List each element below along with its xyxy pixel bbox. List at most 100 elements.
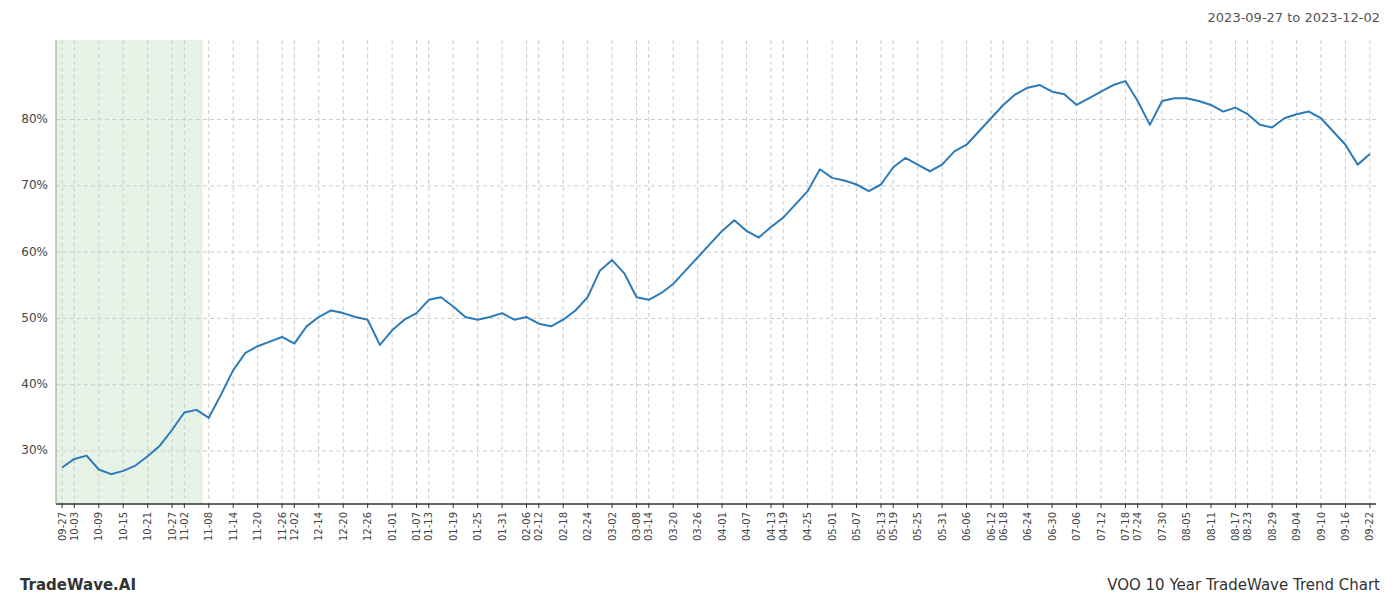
- x-grid-line: [74, 40, 75, 504]
- x-grid-line: [1272, 40, 1273, 504]
- x-tick-label: 06-30: [1047, 512, 1058, 541]
- x-tick-label: 05-13: [876, 512, 887, 541]
- x-tick-label: 03-02: [607, 512, 618, 541]
- x-grid-line: [966, 40, 967, 504]
- x-tick-label: 02-06: [521, 512, 532, 541]
- y-tick-label: 40%: [21, 377, 48, 391]
- x-tick-label: 07-18: [1120, 512, 1131, 541]
- y-tick-label: 60%: [21, 245, 48, 259]
- x-tick-label: 06-12: [986, 512, 997, 541]
- x-grid-line: [636, 40, 637, 504]
- x-grid-line: [257, 40, 258, 504]
- x-tick-label: 06-06: [961, 512, 972, 541]
- subtitle: 2023-09-27 to 2023-12-02: [1208, 10, 1380, 25]
- x-grid-line: [282, 40, 283, 504]
- x-tick-label: 07-24: [1132, 512, 1143, 541]
- x-tick-label: 11-02: [179, 512, 190, 541]
- x-tick-label: 05-31: [937, 512, 948, 541]
- x-grid-line: [1003, 40, 1004, 504]
- x-grid-line: [1125, 40, 1126, 504]
- x-grid-line: [123, 40, 124, 504]
- x-tick-label: 02-18: [558, 512, 569, 541]
- x-tick-label: 01-13: [423, 512, 434, 541]
- y-grid-line: [56, 384, 1376, 385]
- x-tick-label: 08-29: [1267, 512, 1278, 541]
- x-tick-label: 12-26: [362, 512, 373, 541]
- x-tick-label: 10-09: [93, 512, 104, 541]
- x-grid-line: [746, 40, 747, 504]
- x-tick-label: 12-14: [313, 512, 324, 541]
- y-grid-line: [56, 185, 1376, 186]
- x-grid-line: [856, 40, 857, 504]
- plot-area: [56, 40, 203, 504]
- x-grid-line: [881, 40, 882, 504]
- chart: 30%40%50%60%70%80%09-2710-0310-0910-1510…: [0, 0, 1400, 600]
- x-grid-line: [1186, 40, 1187, 504]
- x-tick-label: 06-18: [998, 512, 1009, 541]
- x-tick-label: 01-01: [387, 512, 398, 541]
- highlight-region: [56, 40, 203, 504]
- x-tick-label: 05-19: [888, 512, 899, 541]
- x-grid-line: [98, 40, 99, 504]
- x-grid-line: [318, 40, 319, 504]
- x-grid-line: [1137, 40, 1138, 504]
- x-grid-line: [942, 40, 943, 504]
- annotation: TradeWave.AI: [20, 576, 136, 594]
- x-grid-line: [1369, 40, 1370, 504]
- x-tick-label: 05-25: [912, 512, 923, 541]
- x-grid-line: [428, 40, 429, 504]
- x-grid-line: [612, 40, 613, 504]
- x-grid-line: [172, 40, 173, 504]
- x-grid-line: [1052, 40, 1053, 504]
- y-tick-label: 50%: [21, 311, 48, 325]
- x-grid-line: [697, 40, 698, 504]
- x-tick-label: 11-14: [228, 512, 239, 541]
- x-grid-line: [832, 40, 833, 504]
- x-grid-line: [367, 40, 368, 504]
- x-tick-label: 06-24: [1022, 512, 1033, 541]
- x-grid-line: [294, 40, 295, 504]
- x-grid-line: [991, 40, 992, 504]
- x-tick-label: 01-31: [497, 512, 508, 541]
- x-tick-label: 10-27: [167, 512, 178, 541]
- x-tick-label: 08-23: [1242, 512, 1253, 541]
- x-tick-label: 01-25: [472, 512, 483, 541]
- x-tick-label: 07-30: [1157, 512, 1168, 541]
- x-tick-label: 05-07: [851, 512, 862, 541]
- x-tick-label: 04-13: [766, 512, 777, 541]
- x-tick-label: 10-03: [69, 512, 80, 541]
- x-tick-label: 09-27: [57, 512, 68, 541]
- grid: [56, 40, 1376, 504]
- x-grid-line: [343, 40, 344, 504]
- x-tick-label: 08-17: [1230, 512, 1241, 541]
- y-tick-label: 80%: [21, 112, 48, 126]
- x-tick-label: 11-08: [203, 512, 214, 541]
- x-tick-label: 03-20: [668, 512, 679, 541]
- x-grid-line: [392, 40, 393, 504]
- x-grid-line: [1235, 40, 1236, 504]
- y-axis-line: [56, 40, 57, 504]
- x-tick-label: 09-16: [1340, 512, 1351, 541]
- x-tick-label: 11-20: [252, 512, 263, 541]
- x-grid-line: [184, 40, 185, 504]
- x-grid-line: [783, 40, 784, 504]
- y-grid-line: [56, 318, 1376, 319]
- x-tick-label: 04-07: [741, 512, 752, 541]
- x-tick-label: 04-25: [802, 512, 813, 541]
- x-grid-line: [1162, 40, 1163, 504]
- x-tick-label: 07-12: [1096, 512, 1107, 541]
- x-tick-label: 02-24: [582, 512, 593, 541]
- x-grid-line: [1345, 40, 1346, 504]
- y-tick-label: 30%: [21, 443, 48, 457]
- x-grid-line: [233, 40, 234, 504]
- x-grid-line: [1101, 40, 1102, 504]
- x-tick-label: 08-05: [1181, 512, 1192, 541]
- x-tick-label: 01-19: [448, 512, 459, 541]
- line: [62, 81, 1370, 474]
- x-grid-line: [807, 40, 808, 504]
- x-tick-label: 01-07: [411, 512, 422, 541]
- x-grid-line: [147, 40, 148, 504]
- x-tick-label: 11-26: [277, 512, 288, 541]
- x-grid-line: [526, 40, 527, 504]
- x-tick-label: 03-08: [631, 512, 642, 541]
